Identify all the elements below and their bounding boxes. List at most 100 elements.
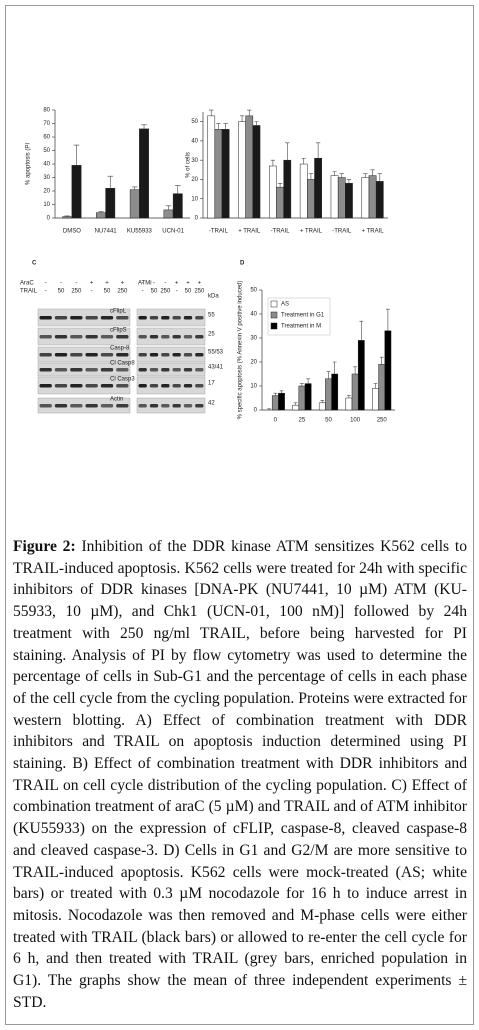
x-tick-label: KU55933 bbox=[127, 229, 153, 235]
lane-label: + bbox=[121, 281, 125, 287]
blot-band bbox=[100, 335, 114, 339]
bar bbox=[96, 212, 106, 219]
blot-band bbox=[116, 335, 129, 339]
y-tick-label: 60 bbox=[43, 135, 50, 141]
blot-band bbox=[161, 316, 170, 320]
blot-band bbox=[39, 335, 52, 339]
blot-band bbox=[39, 404, 52, 408]
lane-label: - bbox=[45, 281, 47, 287]
kda-label: 55/53 bbox=[208, 350, 224, 356]
blot-band bbox=[161, 404, 170, 408]
blot-band bbox=[183, 316, 193, 320]
x-tick-label: + TRAIL bbox=[300, 229, 323, 235]
blot-band bbox=[116, 316, 129, 320]
bar bbox=[172, 193, 183, 219]
blot-band bbox=[100, 368, 114, 372]
bar bbox=[314, 158, 322, 219]
y-tick-label: 50 bbox=[250, 288, 257, 294]
error-bar bbox=[315, 142, 321, 159]
blot-band bbox=[70, 316, 83, 320]
blot-band bbox=[161, 353, 170, 357]
blot-band bbox=[138, 353, 147, 357]
bar bbox=[269, 165, 277, 219]
blot-strip bbox=[37, 346, 131, 363]
lane-label: - bbox=[75, 281, 77, 287]
blot-row-label: AraC bbox=[20, 281, 34, 287]
error-bar bbox=[73, 144, 80, 166]
bar bbox=[278, 392, 285, 411]
error-bar bbox=[247, 109, 252, 116]
panel-label: C bbox=[32, 261, 37, 267]
error-bar bbox=[320, 400, 325, 403]
kda-label: 25 bbox=[208, 332, 215, 338]
bar bbox=[304, 383, 312, 411]
lane-label: 50 bbox=[104, 289, 111, 295]
blot-band bbox=[70, 353, 83, 357]
y-axis-label: % specific apoptosis (% Annexin V positi… bbox=[238, 281, 244, 420]
x-tick-label: DMSO bbox=[63, 229, 81, 235]
blot-band bbox=[39, 316, 52, 320]
blot-band bbox=[54, 335, 68, 339]
bar bbox=[351, 373, 359, 411]
x-tick-label: + TRAIL bbox=[238, 229, 261, 235]
blot-band bbox=[161, 335, 170, 339]
blot-band bbox=[85, 384, 98, 388]
blot-strip bbox=[136, 397, 206, 414]
lane-label: 50 bbox=[151, 289, 158, 295]
blot-band bbox=[100, 404, 114, 408]
y-tick-label: 50 bbox=[43, 148, 50, 154]
blot-band bbox=[195, 384, 204, 388]
blot-band bbox=[100, 353, 114, 357]
error-bar bbox=[347, 395, 351, 398]
error-bar bbox=[346, 179, 352, 184]
blot-strip bbox=[136, 376, 206, 395]
error-bar bbox=[373, 383, 378, 389]
error-bar bbox=[332, 171, 337, 176]
error-bar bbox=[209, 109, 214, 116]
x-tick-label: 100 bbox=[350, 418, 361, 424]
blot-band bbox=[183, 384, 193, 388]
kda-label: 42 bbox=[208, 401, 215, 407]
y-tick-label: 10 bbox=[43, 202, 50, 208]
error-bar bbox=[131, 186, 138, 190]
blot-band bbox=[100, 316, 114, 320]
bar bbox=[129, 189, 140, 219]
blot-band bbox=[172, 404, 181, 408]
bar bbox=[307, 179, 315, 219]
y-tick-label: 70 bbox=[43, 121, 50, 127]
y-tick-label: 80 bbox=[43, 108, 50, 114]
blot-band bbox=[195, 316, 204, 320]
blot-row-label: ATMi bbox=[138, 281, 152, 287]
error-bar bbox=[64, 215, 71, 217]
blot-band bbox=[54, 368, 68, 372]
bar bbox=[372, 388, 379, 411]
blot-strip bbox=[136, 327, 206, 346]
lane-label: + bbox=[175, 281, 179, 287]
error-bar bbox=[216, 123, 221, 130]
bar bbox=[368, 175, 377, 219]
bar bbox=[292, 404, 300, 411]
y-tick-label: 10 bbox=[250, 384, 257, 390]
blot-band bbox=[183, 335, 193, 339]
y-tick-label: 30 bbox=[43, 175, 50, 181]
x-tick-label: 50 bbox=[325, 418, 332, 424]
lane-label: + bbox=[105, 281, 109, 287]
error-bar bbox=[363, 173, 368, 178]
error-bar bbox=[326, 371, 331, 379]
blot-band bbox=[195, 353, 204, 357]
blot-band bbox=[70, 368, 83, 372]
blot-band bbox=[195, 368, 204, 372]
error-bar bbox=[141, 124, 147, 129]
error-bar bbox=[273, 392, 278, 396]
blot-band bbox=[149, 368, 159, 372]
blot-band bbox=[138, 384, 147, 388]
caption-label: Figure 2: bbox=[13, 538, 76, 555]
lane-label: 250 bbox=[160, 289, 171, 295]
caption-text: Inhibition of the DDR kinase ATM sensiti… bbox=[13, 538, 468, 1011]
blot-band bbox=[195, 404, 204, 408]
bar bbox=[221, 129, 230, 219]
bar bbox=[361, 177, 370, 219]
blot-band bbox=[149, 335, 159, 339]
blot-band bbox=[183, 368, 193, 372]
x-tick-label: UCN-01 bbox=[162, 229, 184, 235]
